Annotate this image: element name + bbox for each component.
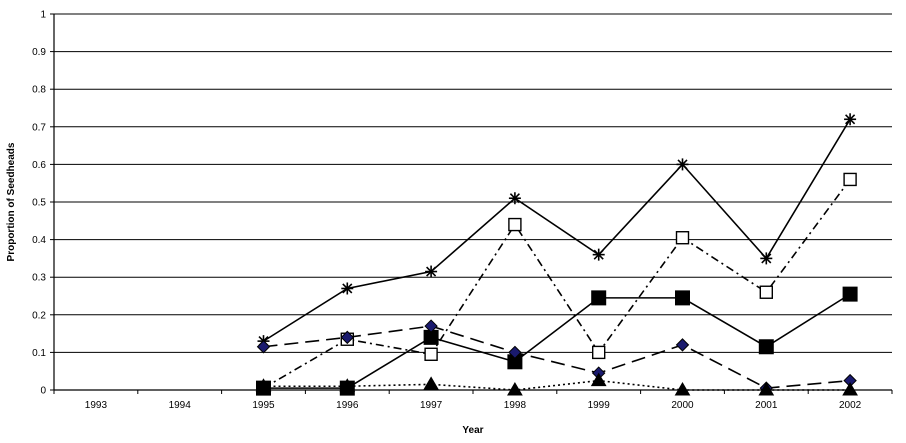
- star-stroke: [677, 159, 688, 170]
- y-tick-label: 0.1: [32, 348, 46, 359]
- data-point-star: [508, 192, 521, 205]
- y-tick-label: 0.4: [32, 235, 46, 246]
- star-stroke: [509, 193, 520, 204]
- y-tick-label: 1: [40, 10, 46, 21]
- x-tick-label: 2002: [839, 400, 862, 411]
- data-point-diamond: [508, 345, 522, 360]
- data-point-open-square: [508, 217, 522, 232]
- y-tick-label: 0.8: [32, 85, 46, 96]
- y-tick-label: 0.2: [32, 310, 46, 321]
- data-point-filled-square: [591, 290, 607, 306]
- data-point-star: [425, 265, 438, 278]
- y-tick-label: 0.9: [32, 47, 46, 58]
- x-tick-label: 2001: [755, 400, 778, 411]
- data-point-diamond: [424, 319, 438, 333]
- series-group: [255, 113, 858, 396]
- series-line: [263, 379, 851, 391]
- y-tick-label: 0.5: [32, 198, 46, 209]
- y-axis-title: Proportion of Seedheads: [6, 142, 17, 261]
- data-point-triangle: [339, 378, 356, 392]
- grid-lines: [54, 13, 892, 353]
- y-tick-label: 0.6: [32, 160, 46, 171]
- x-tick-label: 1998: [504, 400, 527, 411]
- data-point-diamond: [675, 338, 690, 352]
- x-tick-label: 1994: [169, 400, 192, 411]
- data-point-star: [341, 282, 354, 295]
- data-point-filled-square: [842, 286, 858, 302]
- data-point-triangle: [758, 382, 775, 396]
- data-point-open-square: [675, 231, 690, 245]
- series-line: [263, 118, 851, 342]
- series-line: [263, 178, 851, 389]
- data-point-triangle: [423, 376, 439, 390]
- x-tick-label: 1996: [336, 400, 359, 411]
- x-axis-title: Year: [462, 425, 483, 436]
- data-point-triangle: [674, 382, 691, 396]
- data-point-open-square: [843, 172, 857, 187]
- star-stroke: [593, 249, 604, 260]
- star-stroke: [761, 253, 772, 264]
- data-point-diamond: [256, 340, 271, 354]
- y-tick-label: 0.7: [32, 122, 46, 133]
- x-tick-label: 1997: [420, 400, 443, 411]
- axes: [50, 13, 893, 394]
- data-point-diamond: [340, 330, 355, 345]
- series-line: [263, 325, 851, 389]
- x-tick-label: 1993: [85, 400, 108, 411]
- data-point-star: [592, 248, 605, 261]
- data-point-triangle: [590, 372, 607, 387]
- data-point-star: [844, 113, 857, 126]
- data-point-open-square: [592, 345, 606, 360]
- series-triangle: [255, 372, 858, 396]
- data-point-star: [760, 252, 773, 265]
- x-tick-label: 2000: [671, 400, 694, 411]
- y-tick-label: 0.3: [32, 273, 46, 284]
- series-line: [263, 293, 851, 389]
- data-point-filled-square: [758, 339, 774, 355]
- tick-labels: 0 0.1 0.2 0.3 0.4 0.5 0.6 0.7 0.8 0.9 1 1993 1994 199…: [32, 10, 862, 412]
- y-tick-label: 0: [40, 386, 46, 397]
- star-stroke: [845, 114, 856, 125]
- star-stroke: [342, 283, 353, 294]
- series-star: [257, 113, 857, 348]
- data-point-star: [676, 158, 689, 171]
- star-stroke: [426, 266, 437, 277]
- x-tick-label: 1995: [252, 400, 275, 411]
- data-point-triangle: [842, 382, 858, 396]
- data-point-triangle: [507, 382, 523, 396]
- data-point-open-square: [424, 347, 438, 361]
- data-point-filled-square: [675, 290, 690, 306]
- data-point-triangle: [255, 378, 272, 392]
- data-point-open-square: [759, 285, 773, 299]
- x-tick-label: 1999: [588, 400, 611, 411]
